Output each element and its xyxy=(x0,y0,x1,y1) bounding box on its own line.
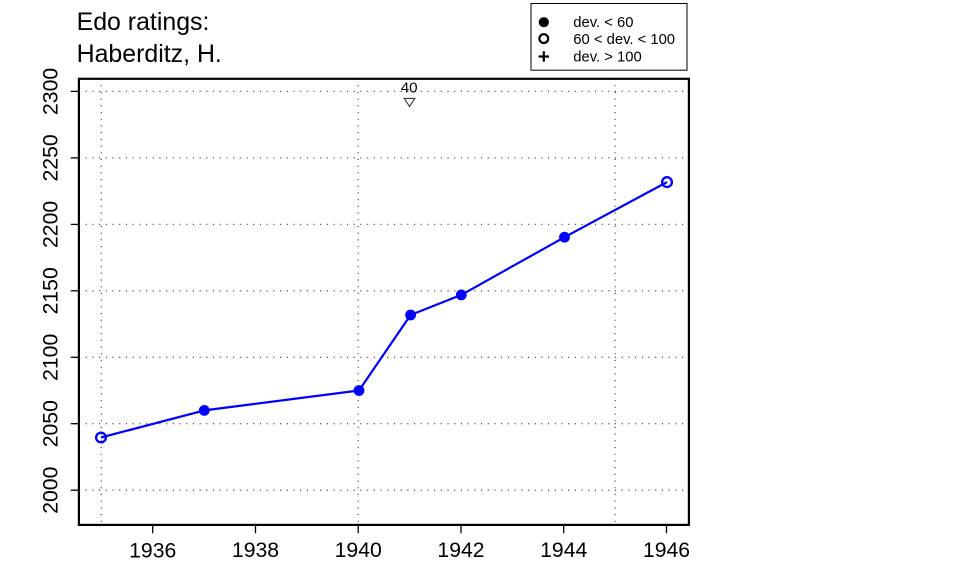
svg-text:1942: 1942 xyxy=(437,539,484,562)
svg-text:2250: 2250 xyxy=(40,134,63,181)
svg-text:2300: 2300 xyxy=(40,68,63,115)
svg-text:1944: 1944 xyxy=(540,539,587,562)
svg-text:dev. < 60: dev. < 60 xyxy=(573,15,633,31)
svg-text:2000: 2000 xyxy=(40,467,63,514)
svg-text:60 < dev. < 100: 60 < dev. < 100 xyxy=(573,32,675,48)
svg-text:Edo ratings:: Edo ratings: xyxy=(77,8,210,36)
svg-text:dev. > 100: dev. > 100 xyxy=(573,50,641,66)
svg-text:Haberditz, H.: Haberditz, H. xyxy=(77,40,222,68)
svg-text:1936: 1936 xyxy=(129,539,176,562)
svg-text:1946: 1946 xyxy=(643,539,690,562)
svg-text:1940: 1940 xyxy=(335,539,382,562)
svg-text:1938: 1938 xyxy=(232,539,279,562)
svg-text:2150: 2150 xyxy=(40,267,63,314)
svg-text:40: 40 xyxy=(401,80,418,97)
svg-text:2200: 2200 xyxy=(40,201,63,248)
svg-text:2100: 2100 xyxy=(40,334,63,381)
svg-text:2050: 2050 xyxy=(40,400,63,447)
